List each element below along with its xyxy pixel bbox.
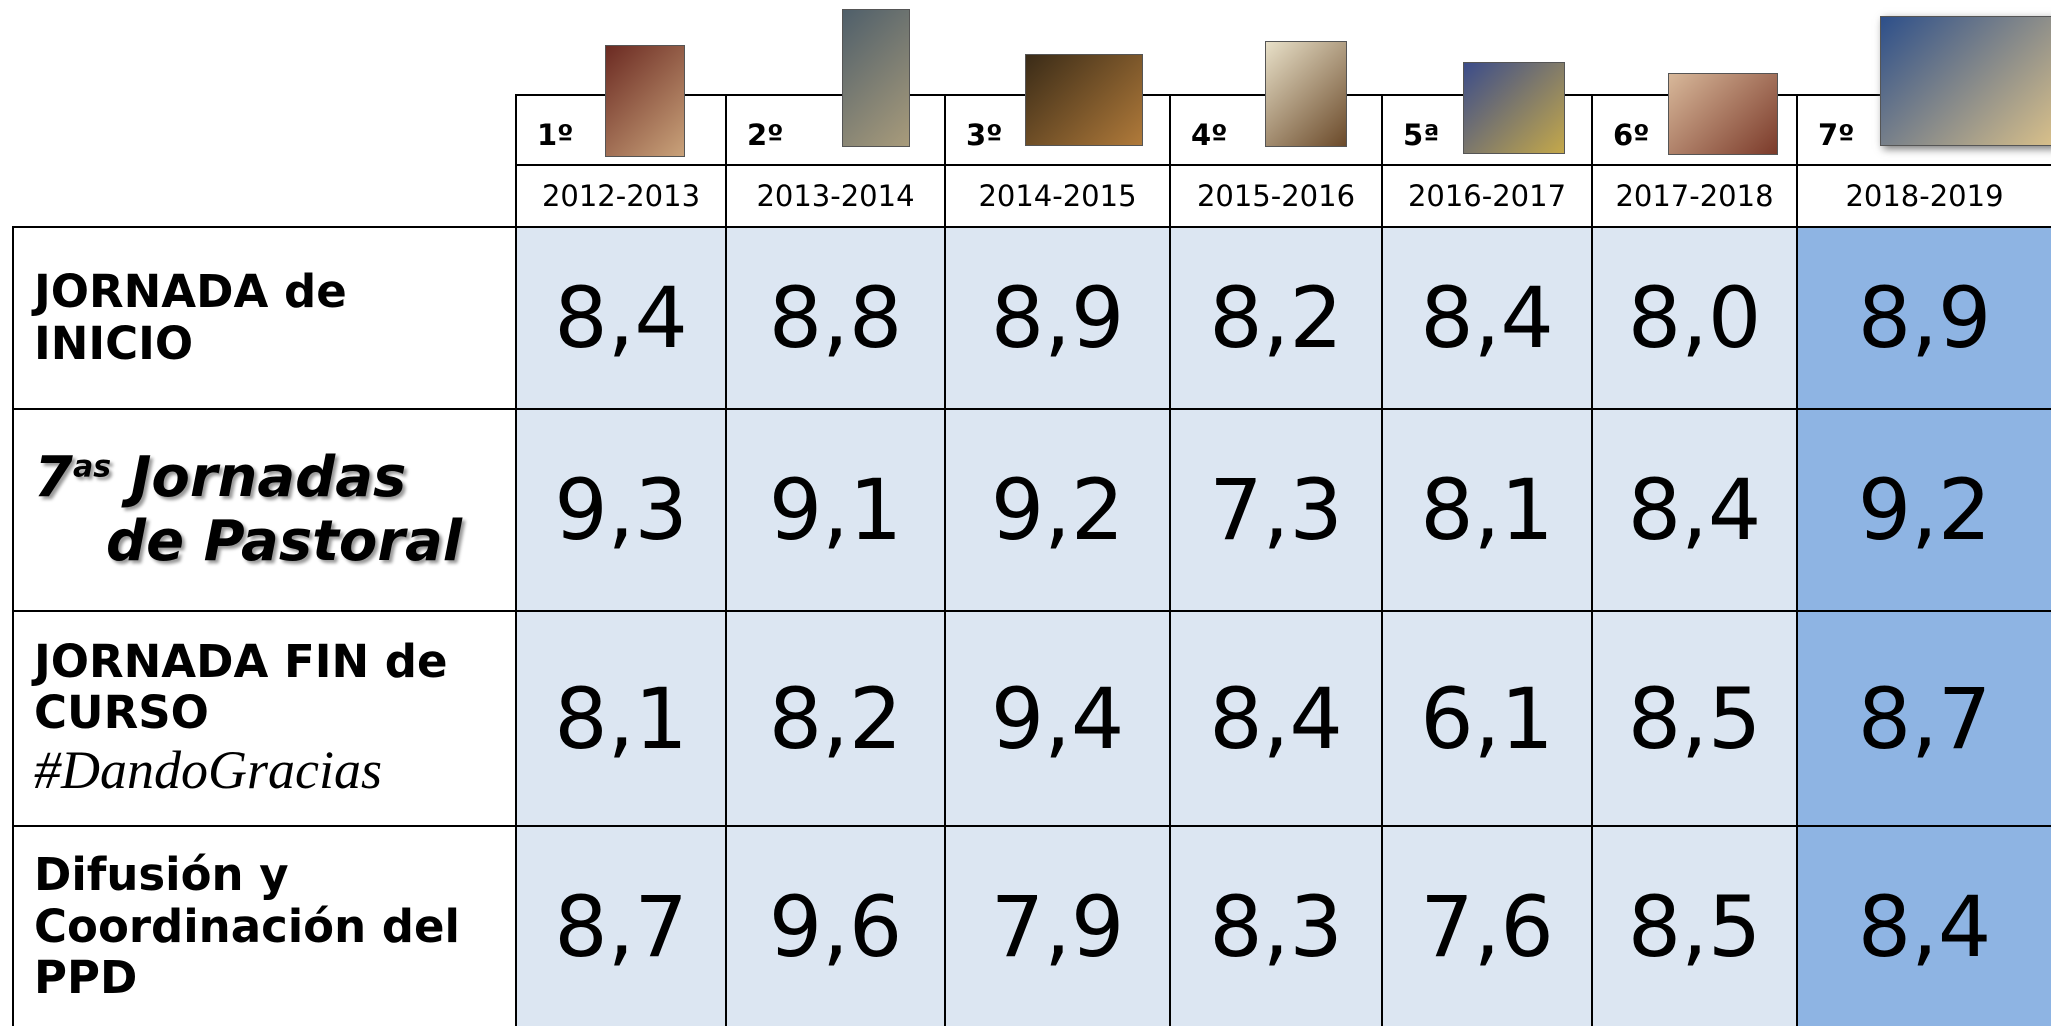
row-label-line: de Pastoral bbox=[34, 510, 517, 574]
year-cell: 2018-2019 bbox=[1796, 164, 2051, 228]
row-label: JORNADA de INICIO bbox=[12, 226, 517, 410]
score-cell: 9,4 bbox=[944, 610, 1171, 827]
row-label-text: JORNADA de INICIO bbox=[34, 266, 517, 370]
row-label-text: de Pastoral bbox=[106, 509, 462, 574]
edition-image bbox=[1880, 16, 2051, 146]
score-cell: 8,4 bbox=[1381, 226, 1593, 410]
score-cell: 8,1 bbox=[515, 610, 727, 827]
score-cell: 9,1 bbox=[725, 408, 946, 612]
edition-image bbox=[1265, 41, 1347, 147]
score-cell: 7,3 bbox=[1169, 408, 1383, 612]
score-cell: 8,5 bbox=[1591, 825, 1798, 1026]
score-cell: 8,2 bbox=[1169, 226, 1383, 410]
edition-image bbox=[605, 45, 685, 157]
score-cell: 8,8 bbox=[725, 226, 946, 410]
row-label-text: JORNADA FIN de CURSO bbox=[34, 636, 517, 740]
year-cell: 2012-2013 bbox=[515, 164, 727, 228]
row-label-number: 7 bbox=[34, 445, 73, 510]
row-label-text: Jornadas bbox=[131, 445, 407, 510]
edition-cell: 2º bbox=[725, 94, 946, 166]
score-cell: 7,9 bbox=[944, 825, 1171, 1026]
score-cell: 9,3 bbox=[515, 408, 727, 612]
score-cell: 8,4 bbox=[1591, 408, 1798, 612]
row-label: Difusión y Coordinación del PPD bbox=[12, 825, 517, 1026]
row-label-text: Difusión y Coordinación del PPD bbox=[34, 849, 517, 1004]
row-label: 7as Jornadas de Pastoral bbox=[12, 408, 517, 612]
year-cell: 2013-2014 bbox=[725, 164, 946, 228]
score-cell: 8,7 bbox=[1796, 610, 2051, 827]
score-cell: 9,2 bbox=[944, 408, 1171, 612]
row-label: JORNADA FIN de CURSO #DandoGracias bbox=[12, 610, 517, 827]
score-cell: 8,5 bbox=[1591, 610, 1798, 827]
year-cell: 2015-2016 bbox=[1169, 164, 1383, 228]
row-label-line: 7as Jornadas bbox=[34, 446, 517, 510]
row-label-sup: as bbox=[73, 449, 111, 484]
score-cell: 8,9 bbox=[1796, 226, 2051, 410]
page: JORNADA de INICIO 7as Jornadas de Pastor… bbox=[0, 0, 2051, 1026]
score-cell: 8,2 bbox=[725, 610, 946, 827]
score-cell: 8,4 bbox=[1169, 610, 1383, 827]
edition-image bbox=[842, 9, 910, 147]
year-cell: 2017-2018 bbox=[1591, 164, 1798, 228]
year-cell: 2016-2017 bbox=[1381, 164, 1593, 228]
score-cell: 8,7 bbox=[515, 825, 727, 1026]
score-cell: 9,2 bbox=[1796, 408, 2051, 612]
score-cell: 8,0 bbox=[1591, 226, 1798, 410]
row-label-hashtag: #DandoGracias bbox=[34, 739, 517, 801]
score-cell: 7,6 bbox=[1381, 825, 1593, 1026]
edition-image bbox=[1668, 73, 1778, 155]
score-cell: 8,3 bbox=[1169, 825, 1383, 1026]
edition-image bbox=[1025, 54, 1143, 146]
score-cell: 8,1 bbox=[1381, 408, 1593, 612]
year-cell: 2014-2015 bbox=[944, 164, 1171, 228]
edition-image bbox=[1463, 62, 1565, 154]
score-cell: 8,9 bbox=[944, 226, 1171, 410]
score-cell: 9,6 bbox=[725, 825, 946, 1026]
score-cell: 8,4 bbox=[1796, 825, 2051, 1026]
score-cell: 6,1 bbox=[1381, 610, 1593, 827]
score-cell: 8,4 bbox=[515, 226, 727, 410]
